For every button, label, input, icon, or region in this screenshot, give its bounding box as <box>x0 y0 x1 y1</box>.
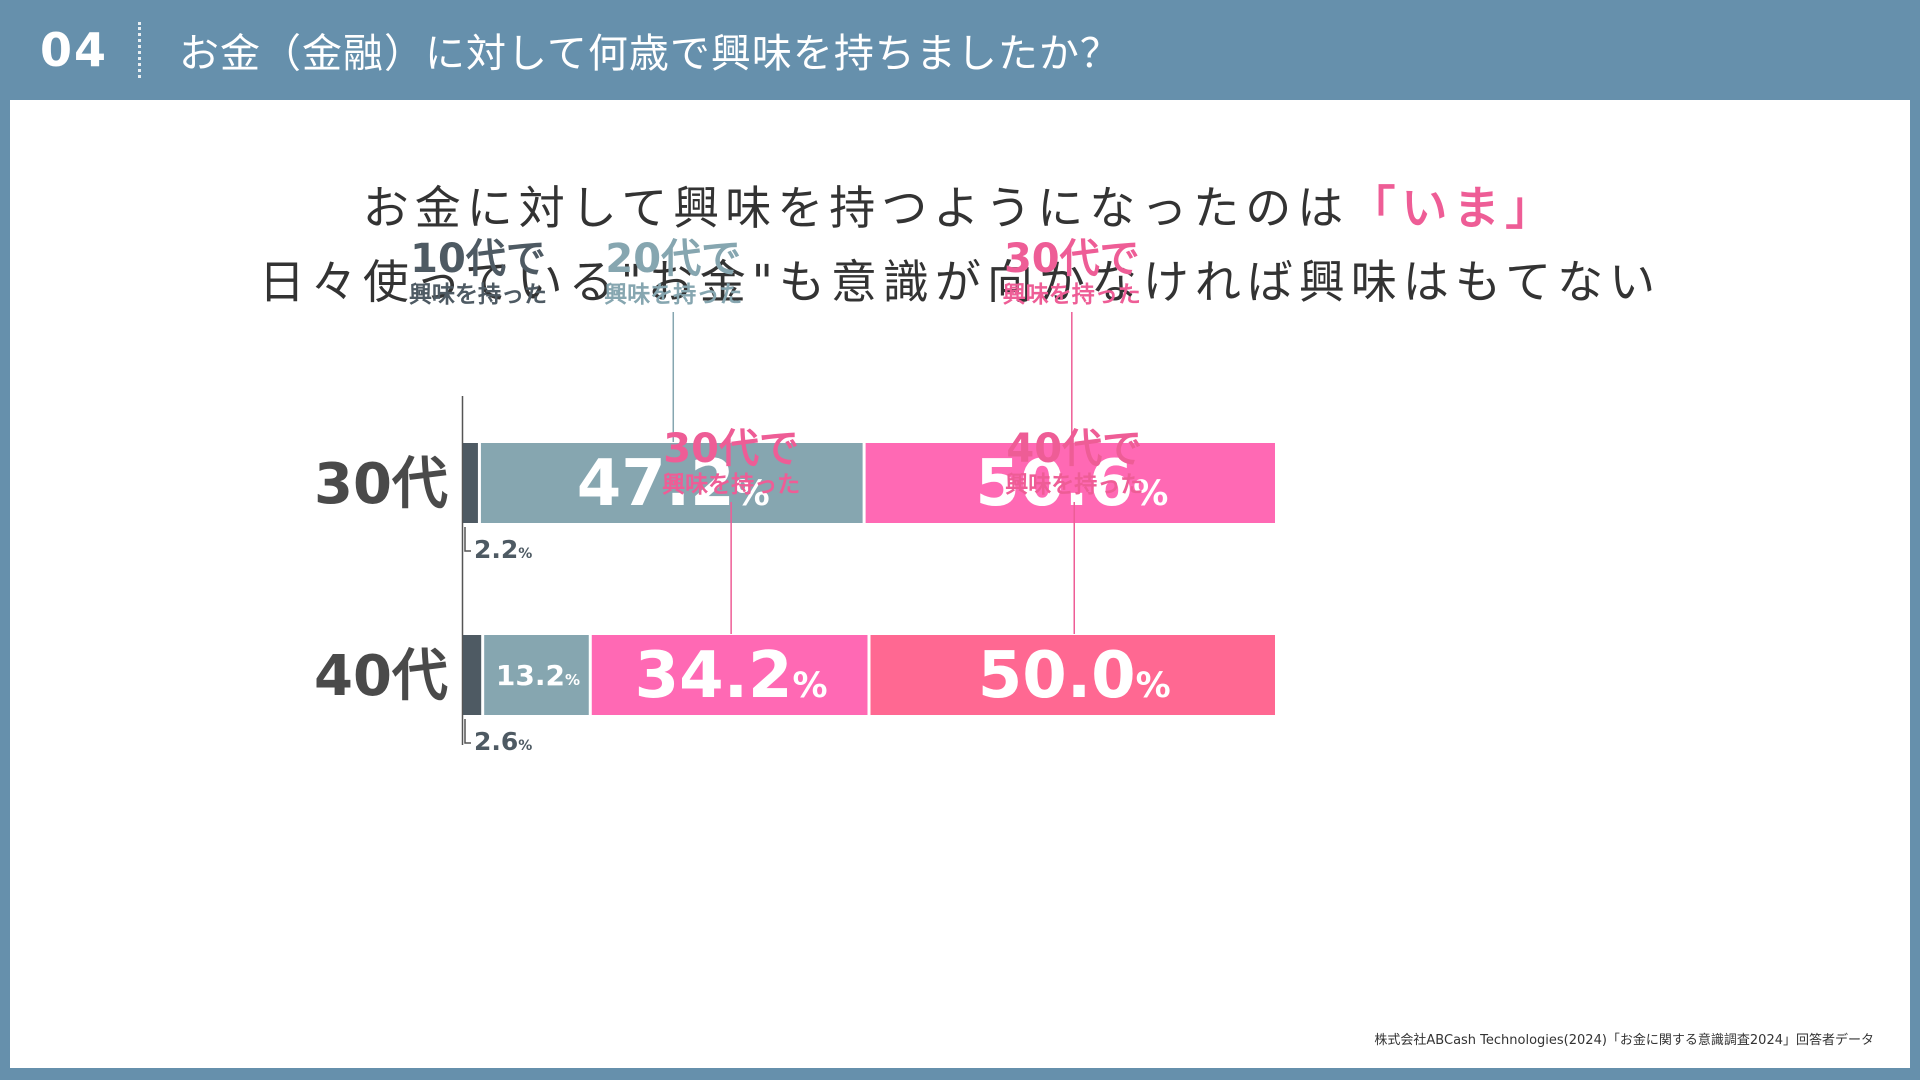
segment-label-bottom-0-1: 興味を持った <box>604 281 742 308</box>
category-label-1: 40代 <box>314 644 448 709</box>
slide-number: 04 <box>40 23 109 77</box>
segment-label-top-1-2: 30代で <box>663 426 799 472</box>
header-divider <box>138 22 142 78</box>
bar-value-label-1-2: 34.2% <box>635 639 828 713</box>
headline-line-2: 日々使っている"お金"も意識が向かなければ興味はもてない <box>258 255 1662 309</box>
segment-label-bottom-1-3: 興味を持った <box>1005 471 1143 498</box>
bar-segment-0-0 <box>463 443 478 523</box>
category-label-0: 30代 <box>314 452 448 517</box>
small-value-leader-1-0 <box>464 719 471 744</box>
bar-value-label-0-1: 47.2% <box>577 447 770 521</box>
segment-label-top-0-0: 10代で <box>410 236 546 282</box>
segment-label-bottom-1-2: 興味を持った <box>662 471 800 498</box>
bar-value-label-0-2: 50.6% <box>975 447 1168 521</box>
segment-label-bottom-0-2: 興味を持った <box>1003 281 1141 308</box>
headline-accent: 「いま」 <box>1349 181 1558 235</box>
bar-segment-0-2 <box>865 443 1275 523</box>
bar-value-label-0-0: 2.2% <box>474 535 532 564</box>
headline-line-1: お金に対して興味を持つようになったのは「いま」 <box>10 172 1910 238</box>
bar-value-label-1-0: 2.6% <box>474 727 532 756</box>
bar-segment-1-1 <box>484 635 589 715</box>
segment-label-top-0-2: 30代で <box>1004 236 1140 282</box>
segment-label-bottom-0-0: 興味を持った <box>409 281 547 308</box>
bar-segment-1-2 <box>591 635 868 715</box>
headline-main: お金に対して興味を持つようになったのは <box>362 181 1350 235</box>
content-panel: お金に対して興味を持つようになったのは「いま」 日々使っている"お金"も意識が向… <box>10 100 1910 1068</box>
stacked-bar-chart: 30代2.2%10代で興味を持った47.2%20代で興味を持った50.6%30代… <box>314 236 1275 756</box>
bar-value-label-1-1: 13.2% <box>496 659 580 692</box>
bar-value-label-1-3: 50.0% <box>978 639 1171 713</box>
slide-title: お金（金融）に対して何歳で興味を持ちましたか？ <box>179 31 1121 77</box>
bar-segment-1-3 <box>870 635 1275 715</box>
bar-segment-0-1 <box>480 443 863 523</box>
slide-header: 04 お金（金融）に対して何歳で興味を持ちましたか？ <box>0 0 1920 100</box>
source-note: 株式会社ABCash Technologies(2024)「お金に関する意識調査… <box>1374 1033 1874 1048</box>
segment-label-top-0-1: 20代で <box>605 236 741 282</box>
bar-segment-1-0 <box>463 635 482 715</box>
small-value-leader-0-0 <box>464 527 471 552</box>
segment-label-top-1-3: 40代で <box>1006 426 1142 472</box>
